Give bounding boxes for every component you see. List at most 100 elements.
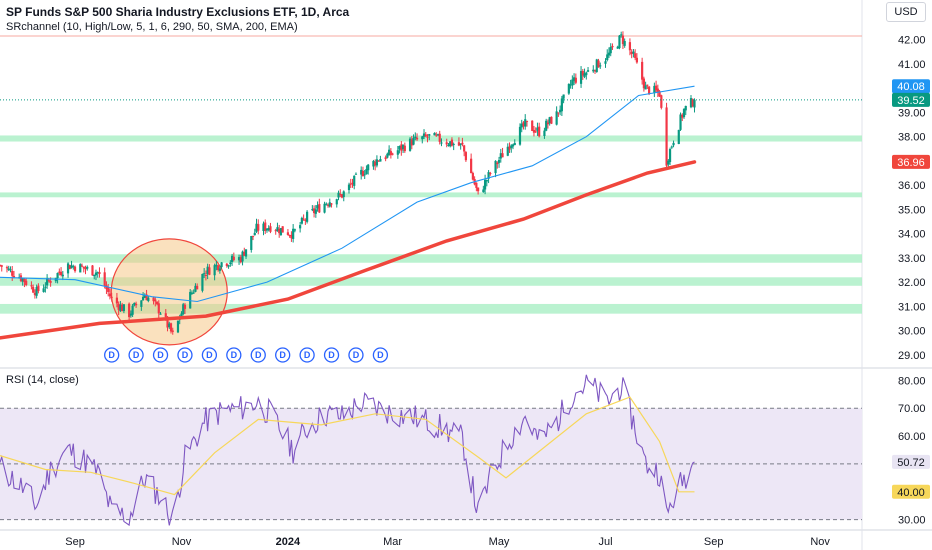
- candle-body: [323, 203, 326, 213]
- candle-body: [581, 70, 584, 76]
- candle-body: [82, 266, 85, 269]
- dividend-marker[interactable]: [177, 347, 193, 363]
- candle-body: [73, 266, 77, 272]
- candle-body: [192, 292, 195, 294]
- candle-body: [66, 263, 70, 274]
- candle-body: [361, 170, 365, 176]
- candle-body: [560, 98, 563, 112]
- candle-body: [384, 157, 387, 160]
- candle-body: [0, 264, 2, 266]
- dividend-marker-label: D: [377, 350, 384, 360]
- candle-body: [440, 142, 443, 144]
- candle-body: [508, 146, 511, 150]
- candle-body: [141, 296, 145, 301]
- candle-body: [269, 226, 272, 232]
- candle-body: [265, 228, 269, 231]
- currency-button[interactable]: USD: [886, 2, 926, 22]
- candle-body: [447, 144, 450, 146]
- candle-body: [103, 272, 106, 287]
- candle-body: [470, 158, 473, 174]
- candle-body: [79, 264, 82, 273]
- candle-body: [183, 304, 187, 309]
- candle-body: [227, 265, 230, 267]
- price-axis-badge: [892, 92, 930, 107]
- candle-body: [489, 173, 492, 175]
- candle-body: [550, 116, 553, 124]
- dividend-marker-label: D: [353, 350, 360, 360]
- dividend-marker[interactable]: [226, 347, 242, 363]
- candle-body: [620, 34, 623, 36]
- candle-body: [607, 52, 611, 56]
- dividend-marker[interactable]: [348, 347, 364, 363]
- candle-body: [288, 235, 291, 237]
- price-tick-label: 42.00: [898, 35, 926, 47]
- candle-body: [679, 114, 682, 130]
- candle-body: [299, 225, 302, 229]
- candle-body: [326, 204, 330, 206]
- candle-body: [656, 88, 659, 92]
- candle-body: [653, 85, 656, 94]
- candle-body: [215, 264, 218, 267]
- candle-body: [312, 208, 316, 214]
- dividend-marker-label: D: [328, 350, 335, 360]
- candle-body: [414, 136, 417, 139]
- candle-body: [286, 232, 290, 235]
- dividend-marker[interactable]: [250, 347, 266, 363]
- candle-body: [483, 179, 487, 190]
- rsi-axis-badge: [892, 454, 930, 469]
- candle-body: [654, 85, 658, 91]
- rsi-legend: RSI (14, close): [6, 374, 79, 386]
- candle-body: [176, 320, 180, 333]
- candle-body: [513, 142, 516, 146]
- candle-body: [274, 230, 277, 232]
- dividend-marker[interactable]: [104, 347, 120, 363]
- candle-body: [213, 265, 216, 276]
- candle-body: [351, 182, 354, 185]
- time-tick-label: May: [489, 536, 510, 548]
- candle-body: [347, 184, 351, 191]
- candle-body: [562, 94, 565, 99]
- candle-body: [278, 228, 281, 234]
- candle-body: [96, 272, 99, 274]
- candle-body: [363, 174, 366, 176]
- candle-body: [377, 160, 380, 162]
- candle-body: [133, 302, 136, 306]
- dividend-marker[interactable]: [372, 347, 389, 363]
- candle-body: [84, 267, 87, 270]
- time-tick-label: Sep: [704, 536, 724, 548]
- candle-body: [349, 183, 352, 185]
- dividend-marker[interactable]: [299, 347, 315, 363]
- candle-body: [232, 256, 235, 261]
- candle-body: [497, 159, 501, 163]
- candle-body: [220, 262, 223, 267]
- candle-body: [525, 120, 529, 122]
- candle-body: [693, 99, 696, 108]
- candle-body: [121, 304, 124, 312]
- dividend-marker[interactable]: [201, 347, 218, 363]
- candle-body: [292, 228, 295, 239]
- dividend-marker[interactable]: [323, 347, 340, 363]
- candle-body: [506, 146, 509, 156]
- dividend-marker[interactable]: [128, 347, 144, 363]
- candle-body: [42, 288, 45, 292]
- candle-body: [110, 296, 113, 298]
- price-axis-badge: [892, 79, 930, 94]
- candle-body: [548, 117, 551, 124]
- dividend-marker-label: D: [206, 350, 213, 360]
- candle-body: [641, 61, 644, 80]
- dividend-marker[interactable]: [275, 347, 291, 363]
- dividend-marker[interactable]: [152, 347, 169, 363]
- candle-body: [511, 144, 515, 147]
- candle-body: [302, 218, 305, 220]
- dividend-marker-label: D: [255, 350, 262, 360]
- candle-body: [276, 227, 279, 232]
- candle-body: [557, 112, 560, 114]
- dividend-marker-label: D: [304, 350, 311, 360]
- candle-body: [518, 126, 522, 145]
- candle-body: [412, 138, 415, 145]
- candle-body: [555, 111, 558, 125]
- candle-body: [251, 235, 255, 237]
- candle-body: [230, 255, 234, 262]
- sr-zone: [0, 192, 862, 198]
